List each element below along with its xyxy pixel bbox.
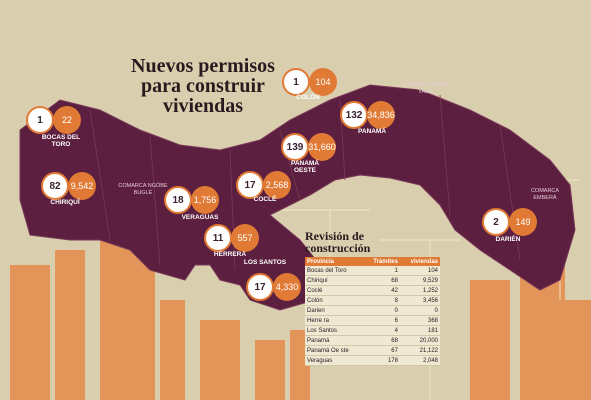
tramites-bubble: 82	[41, 172, 69, 200]
table-cell: 3,456	[399, 295, 440, 306]
province-label: PANAMÁ OESTE	[290, 160, 320, 174]
tramites-bubble: 17	[246, 273, 274, 301]
tramites-bubble: 132	[340, 101, 368, 129]
table-cell: 2,048	[399, 355, 440, 366]
table-cell: 181	[399, 325, 440, 336]
table-cell: 20,000	[399, 335, 440, 346]
tramites-bubble: 18	[164, 186, 192, 214]
tramites-bubble: 2	[482, 208, 510, 236]
table-cell: 9,529	[399, 275, 440, 286]
table-row: Veraguas 178 2,048	[305, 355, 440, 366]
comarca-label: COMARCA GUNA YALA	[402, 82, 448, 95]
province-label: VERAGUAS	[181, 214, 219, 221]
viviendas-bubble: 22	[53, 106, 81, 134]
viviendas-bubble: 9,542	[68, 172, 96, 200]
table-cell: Panamá Oe ste	[305, 345, 364, 356]
title-line: Nuevos permisos	[131, 55, 275, 77]
table-cell: 21,122	[399, 345, 440, 356]
table-row: Panamá Oe ste 67 21,122	[305, 345, 440, 356]
table-cell: 368	[399, 315, 440, 326]
table-cell: 42	[363, 285, 400, 296]
table-cell: 0	[399, 305, 440, 316]
table-cell: Herre ra	[305, 315, 364, 326]
province-label: PANAMÁ	[357, 128, 387, 135]
table-cell: 0	[363, 305, 400, 316]
province-label: COCLÉ	[253, 196, 277, 203]
table-cell: 6	[363, 315, 400, 326]
viviendas-bubble: 2,568	[263, 171, 291, 199]
table-cell: 1,252	[399, 285, 440, 296]
viviendas-bubble: 34,836	[367, 101, 395, 129]
table-row: Bocas del Toro 1 104	[305, 266, 440, 276]
table-row: Chiriquí 68 9,529	[305, 275, 440, 286]
table-header-cell: Provincia	[305, 257, 364, 266]
comarca-label: COMARCA NGÖBE BUGLÉ	[118, 183, 168, 196]
table-cell: Darien	[305, 305, 364, 316]
table-cell: 68	[363, 335, 400, 346]
table-cell: Veraguas	[305, 355, 364, 366]
table-row: Colón 8 3,456	[305, 295, 440, 306]
table-cell: 8	[363, 295, 400, 306]
viviendas-bubble: 1,756	[191, 186, 219, 214]
table-title: Revisión de construcción	[305, 229, 371, 255]
table-cell: Coclé	[305, 285, 364, 296]
tramites-bubble: 11	[204, 224, 232, 252]
table-cell: Bocas del Toro	[305, 266, 364, 276]
table-cell: Panamá	[305, 335, 364, 346]
table-row: Coclé 42 1,252	[305, 285, 440, 296]
table-row: Darien 0 0	[305, 305, 440, 316]
viviendas-bubble: 104	[309, 68, 337, 96]
title-line: viviendas	[162, 95, 244, 117]
table-header-cell: Trámites	[363, 257, 400, 266]
province-label: LOS SANTOS	[243, 259, 287, 266]
table-header: Provincia Trámites viviendas	[305, 257, 440, 266]
table-row: Los Santos 4 181	[305, 325, 440, 336]
viviendas-bubble: 149	[509, 208, 537, 236]
viviendas-bubble: 4,330	[273, 273, 301, 301]
tramites-bubble: 17	[236, 171, 264, 199]
title: Nuevos permisos para construir viviendas	[118, 56, 288, 116]
table-row: Panamá 68 20,000	[305, 335, 440, 346]
table-cell: 178	[363, 355, 400, 366]
table-cell: 67	[363, 345, 400, 356]
title-line: para construir	[141, 75, 265, 97]
tramites-bubble: 139	[281, 133, 309, 161]
table-cell: 1	[363, 266, 400, 276]
province-label: DARIÉN	[495, 236, 521, 243]
table-row: Herre ra 6 368	[305, 315, 440, 326]
table-cell: Colón	[305, 295, 364, 306]
province-label: HERRERA	[213, 251, 247, 258]
table-cell: 68	[363, 275, 400, 286]
table-cell: 104	[399, 266, 440, 276]
tramites-bubble: 1	[282, 68, 310, 96]
province-label: COLÓN	[296, 94, 320, 101]
table-cell: Chiriquí	[305, 275, 364, 286]
viviendas-bubble: 557	[231, 224, 259, 252]
table-header-cell: viviendas	[399, 257, 440, 266]
province-label: CHIRIQUÍ	[50, 199, 80, 206]
viviendas-bubble: 31,660	[308, 133, 336, 161]
province-label: BOCAS DEL TORO	[41, 134, 81, 148]
table-cell: 4	[363, 325, 400, 336]
comarca-label: COMARCA EMBERÁ	[530, 188, 560, 201]
table: Revisión de construcción Provincia Trámit…	[305, 230, 440, 366]
tramites-bubble: 1	[26, 106, 54, 134]
table-cell: Los Santos	[305, 325, 364, 336]
data-table: Provincia Trámites viviendas Bocas del Toro…	[305, 257, 440, 366]
